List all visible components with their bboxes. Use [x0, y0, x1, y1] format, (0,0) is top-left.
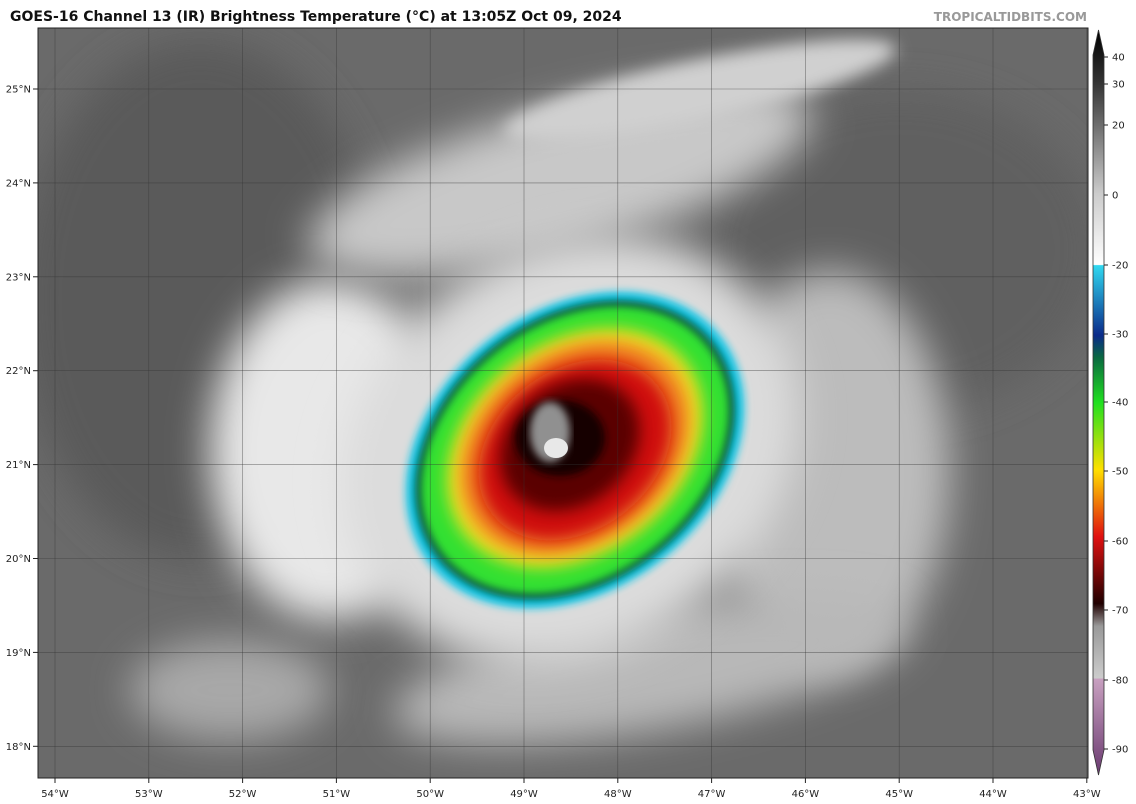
lon-label: 48°W	[604, 789, 632, 800]
lon-label: 50°W	[416, 789, 444, 800]
colorbar-tick-label: 30	[1112, 80, 1125, 91]
map-frame	[37, 27, 1089, 779]
title: GOES-16 Channel 13 (IR) Brightness Tempe…	[10, 9, 622, 25]
colorbar-tick-label: -50	[1112, 467, 1128, 478]
lon-label: 53°W	[135, 789, 163, 800]
lat-label: 23°N	[6, 272, 31, 283]
colorbar	[1092, 29, 1105, 776]
lon-label: 54°W	[41, 789, 69, 800]
lon-label: 45°W	[885, 789, 913, 800]
lon-label: 49°W	[510, 789, 538, 800]
lat-label: 25°N	[6, 85, 31, 96]
satellite-image	[38, 28, 1088, 778]
colorbar-tick-label: 40	[1112, 53, 1125, 64]
lat-label: 24°N	[6, 178, 31, 189]
colorbar-tick-label: 0	[1112, 191, 1118, 202]
colorbar-tick-label: -90	[1112, 745, 1128, 756]
lon-label: 43°W	[1073, 789, 1101, 800]
credit: TROPICALTIDBITS.COM	[934, 10, 1087, 24]
lon-label: 51°W	[323, 789, 351, 800]
lat-label: 18°N	[6, 742, 31, 753]
lon-label: 44°W	[979, 789, 1007, 800]
colorbar-tick-label: -70	[1112, 606, 1128, 617]
lat-label: 21°N	[6, 460, 31, 471]
colorbar-tick-label: -30	[1112, 330, 1128, 341]
colorbar-tick-label: -80	[1112, 676, 1128, 687]
lat-label: 22°N	[6, 366, 31, 377]
lat-label: 19°N	[6, 648, 31, 659]
colorbar-tick-label: -40	[1112, 398, 1128, 409]
colorbar-ticks: 40 30 20 0 -20 -30 -40 -50 -60 -70 -80 -90	[1104, 53, 1128, 756]
colorbar-tick-label: -20	[1112, 261, 1128, 272]
lon-label: 52°W	[229, 789, 257, 800]
lon-label: 46°W	[792, 789, 820, 800]
lat-label: 20°N	[6, 554, 31, 565]
graticule	[33, 28, 1088, 783]
lon-label: 47°W	[698, 789, 726, 800]
colorbar-tick-label: 20	[1112, 121, 1125, 132]
colorbar-tick-label: -60	[1112, 537, 1128, 548]
